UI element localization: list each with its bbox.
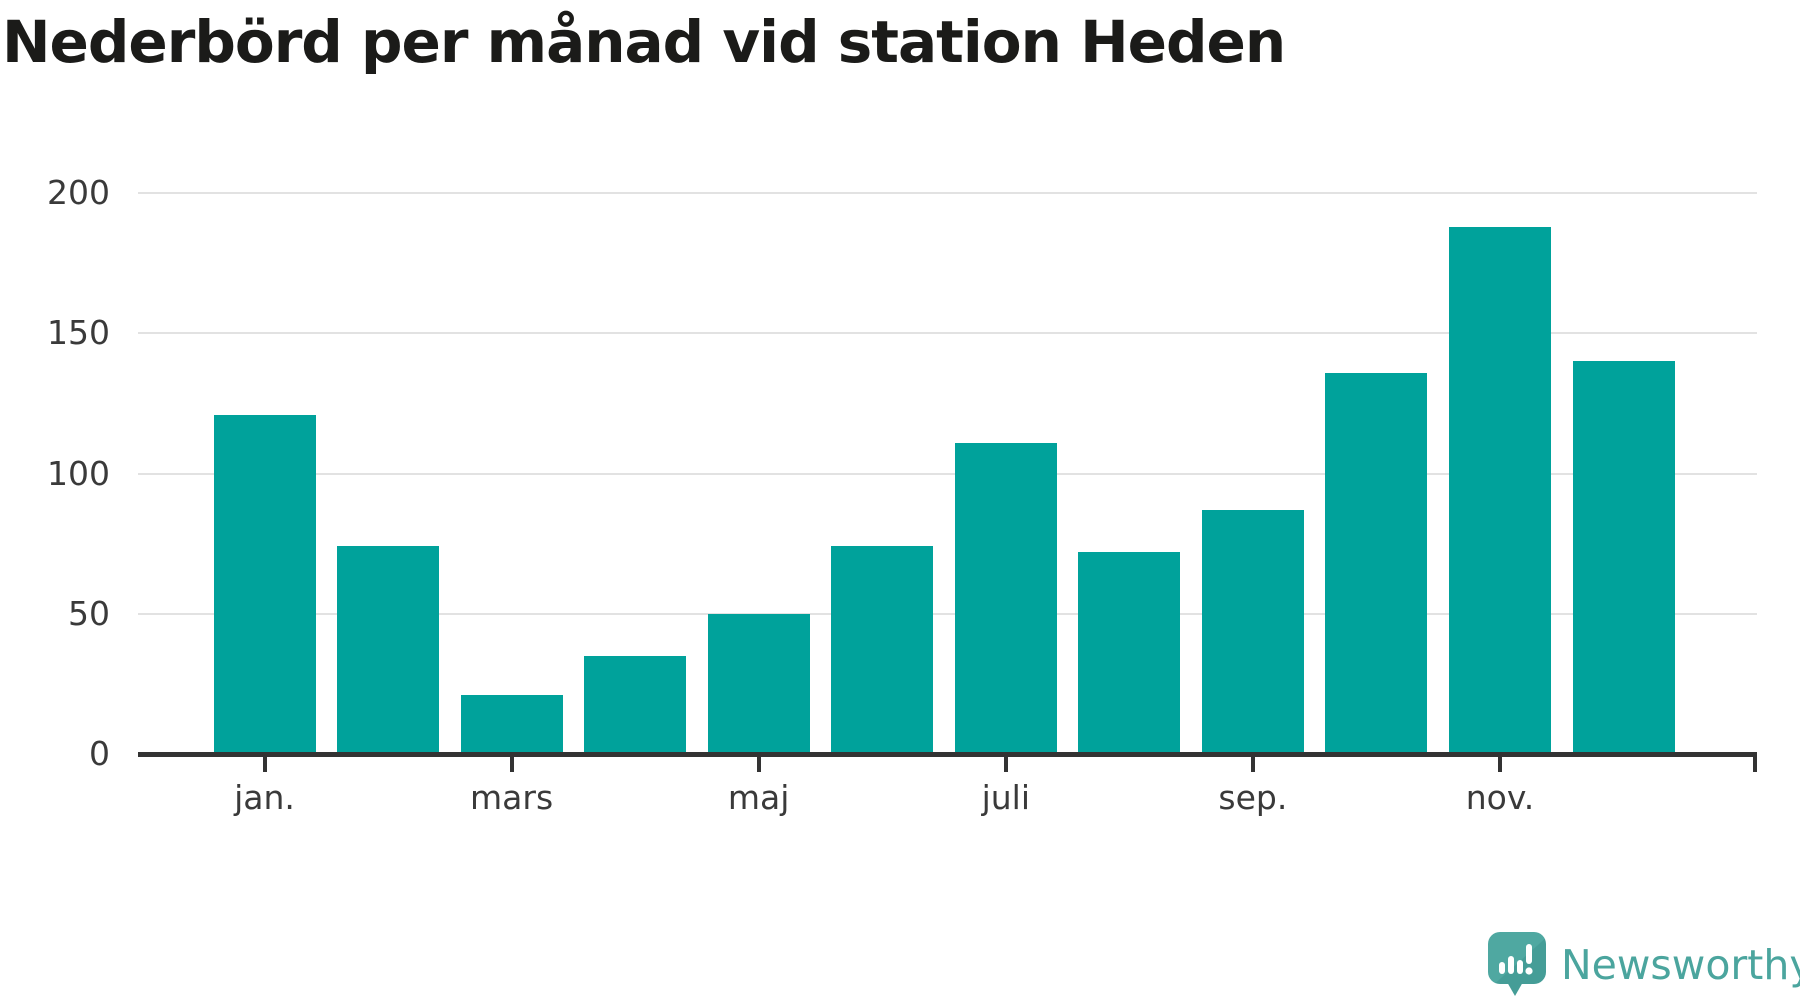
x-tick-maj [756, 757, 761, 772]
newsworthy-logo: Newsworthy [1488, 932, 1800, 997]
logo-exclamation-bar [1526, 944, 1532, 964]
bar-okt. [1325, 372, 1428, 756]
bar-mars [460, 695, 563, 756]
x-tick-nov. [1498, 757, 1502, 772]
logo-mini-bar-1 [1499, 962, 1505, 974]
x-tick-sep. [1250, 757, 1255, 772]
logo-mini-bar-3 [1517, 960, 1523, 974]
logo-mini-bar-2 [1508, 956, 1514, 974]
y-axis-label-150: 150 [47, 313, 110, 353]
x-axis-label-nov.: nov. [1465, 778, 1535, 817]
x-tick-mars [509, 757, 514, 772]
bar-maj [707, 613, 810, 756]
x-axis-end-tick [1753, 752, 1757, 772]
bar-sep. [1201, 509, 1304, 756]
x-axis-label-mars: mars [470, 778, 554, 817]
speech-bubble-shape [1488, 932, 1546, 984]
bar-feb. [337, 546, 440, 756]
bar-juni [831, 546, 934, 756]
y-axis-label-0: 0 [89, 734, 110, 773]
bar-nov. [1449, 226, 1551, 756]
bar-apr. [584, 655, 687, 756]
gridline-200 [138, 192, 1757, 194]
bar-aug. [1078, 552, 1181, 756]
gridline-100 [138, 472, 1757, 475]
x-axis-label-maj: maj [727, 778, 790, 817]
newsworthy-wordmark: Newsworthy [1561, 940, 1800, 989]
gridline-150 [138, 332, 1757, 335]
x-axis-label-jan.: jan. [234, 778, 295, 817]
y-axis-label-200: 200 [47, 173, 110, 212]
y-axis-label-100: 100 [47, 453, 110, 493]
x-tick-jan. [262, 757, 267, 772]
x-tick-juli [1003, 757, 1008, 772]
gridline-50 [138, 612, 1757, 615]
bar-juli [954, 442, 1057, 756]
newsworthy-speech-bubble-barchart-icon [1488, 932, 1546, 996]
chart-title: Nederbörd per månad vid station Heden [2, 8, 1286, 76]
speech-bubble-tail [1507, 982, 1523, 996]
bar-dec. [1572, 361, 1675, 756]
y-axis-label-50: 50 [68, 593, 110, 633]
x-axis-label-juli: juli [981, 778, 1030, 817]
x-axis-line [138, 752, 1757, 757]
bar-jan. [213, 414, 316, 756]
x-axis-label-sep.: sep. [1218, 778, 1288, 817]
logo-exclamation-dot [1525, 967, 1533, 975]
